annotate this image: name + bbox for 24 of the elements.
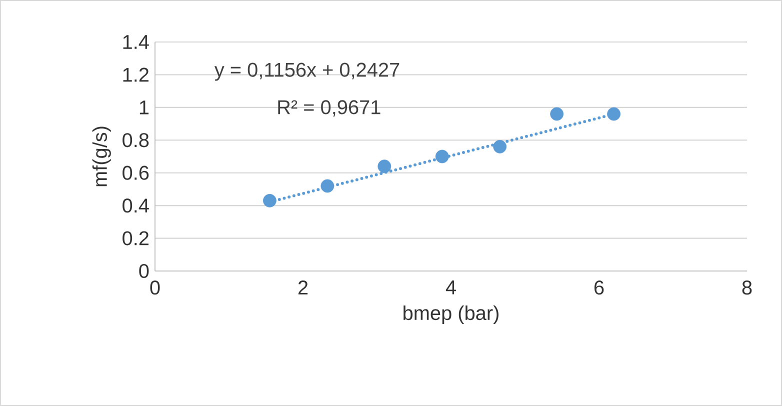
- x-axis-title: bmep (bar): [404, 305, 498, 324]
- point: [493, 140, 507, 154]
- point: [263, 194, 276, 208]
- y-tick-label: 1.4: [123, 35, 149, 49]
- x-tick-label: 4: [446, 280, 456, 294]
- point: [435, 150, 449, 164]
- point: [607, 107, 621, 121]
- x-tick-label: 8: [742, 280, 752, 295]
- y-axis-title: mf(g/s): [92, 126, 111, 186]
- y-tick-label: 0: [139, 264, 149, 278]
- y-tick-label: 0.2: [122, 231, 148, 246]
- annotation: y = 0,1156x + 0,2427: [214, 62, 400, 81]
- x-tick-label: 6: [594, 280, 604, 295]
- y-tick-label: 0.8: [122, 133, 149, 148]
- y-tick-label: 1: [140, 100, 149, 114]
- x-tick-label: 0: [150, 280, 160, 295]
- point: [378, 160, 392, 174]
- point: [550, 107, 564, 121]
- y-tick-label: 0.6: [122, 166, 149, 180]
- y-tick-label: 1.2: [123, 68, 148, 82]
- x-tick-label: 2: [298, 280, 308, 294]
- point: [320, 179, 334, 193]
- annotation: R² = 0,9671: [278, 100, 380, 117]
- y-tick-label: 0.4: [122, 198, 149, 213]
